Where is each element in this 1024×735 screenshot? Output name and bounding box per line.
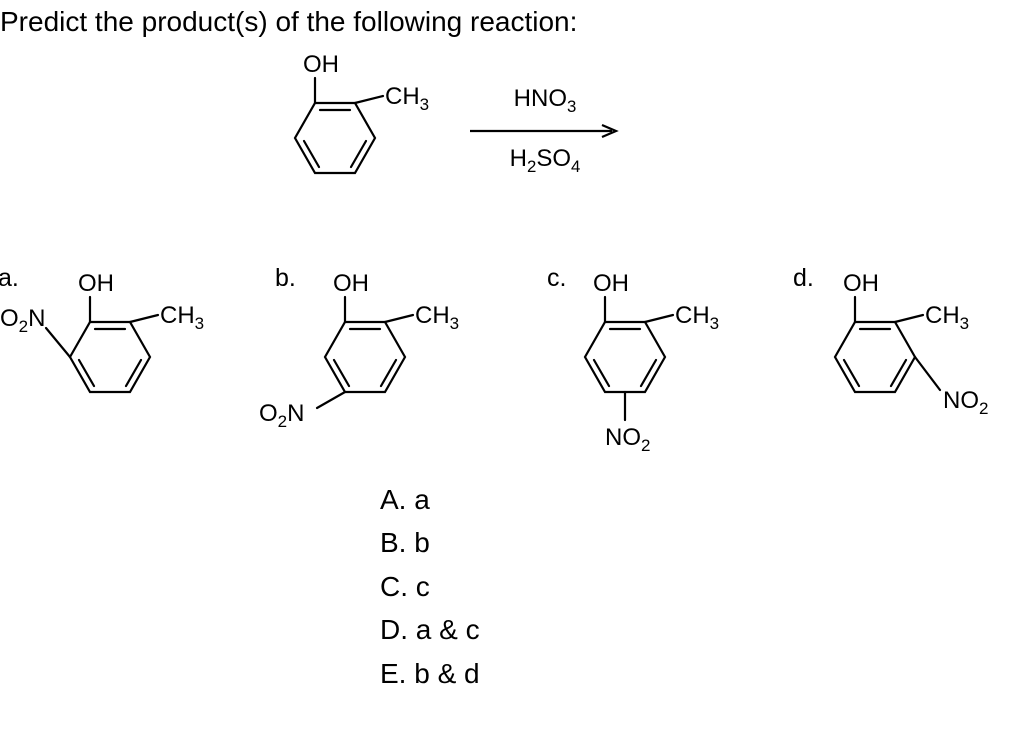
svg-text:OH: OH [78, 270, 114, 297]
svg-text:OH: OH [333, 270, 369, 297]
option-d-label: d. [793, 264, 814, 293]
answer-D: D. a & c [380, 608, 480, 651]
question-title: Predict the product(s) of the following … [0, 6, 577, 38]
option-c-label: c. [547, 264, 566, 293]
option-d: d. OH CH3 NO2 [775, 260, 1024, 475]
answer-A: A. a [380, 478, 480, 521]
svg-text:CH3: CH3 [415, 302, 459, 333]
answer-C: C. c [380, 565, 480, 608]
ch3-label: CH3 [385, 83, 429, 114]
molecule-a: OH CH3 O2N [0, 260, 240, 450]
reagent-bottom: H2SO4 [510, 145, 581, 177]
start-molecule: OH CH3 [255, 48, 445, 213]
option-a-label: a. [0, 264, 19, 293]
reagents-block: HNO3 H2SO4 [470, 85, 620, 177]
option-c: c. OH CH3 NO2 [525, 260, 755, 495]
svg-text:CH3: CH3 [160, 302, 204, 333]
molecule-c: OH CH3 NO2 [525, 260, 755, 490]
answer-E: E. b & d [380, 652, 480, 695]
svg-text:OH: OH [843, 270, 879, 297]
answer-B: B. b [380, 521, 480, 564]
answer-choices: A. a B. b C. c D. a & c E. b & d [380, 478, 480, 695]
option-a: a. OH CH3 O2N [0, 260, 240, 455]
svg-text:O2N: O2N [0, 305, 45, 336]
option-b-label: b. [275, 264, 296, 293]
option-b: b. OH CH3 O2N [245, 260, 485, 475]
reagent-top: HNO3 [514, 85, 577, 117]
reaction-arrow [470, 123, 620, 139]
svg-text:CH3: CH3 [675, 302, 719, 333]
svg-text:CH3: CH3 [925, 302, 969, 333]
svg-text:OH: OH [593, 270, 629, 297]
oh-label: OH [303, 51, 339, 78]
reaction-row: OH CH3 HNO3 H2SO4 [255, 48, 620, 213]
svg-text:O2N: O2N [259, 400, 304, 431]
svg-text:NO2: NO2 [943, 387, 988, 418]
svg-text:NO2: NO2 [605, 424, 650, 455]
